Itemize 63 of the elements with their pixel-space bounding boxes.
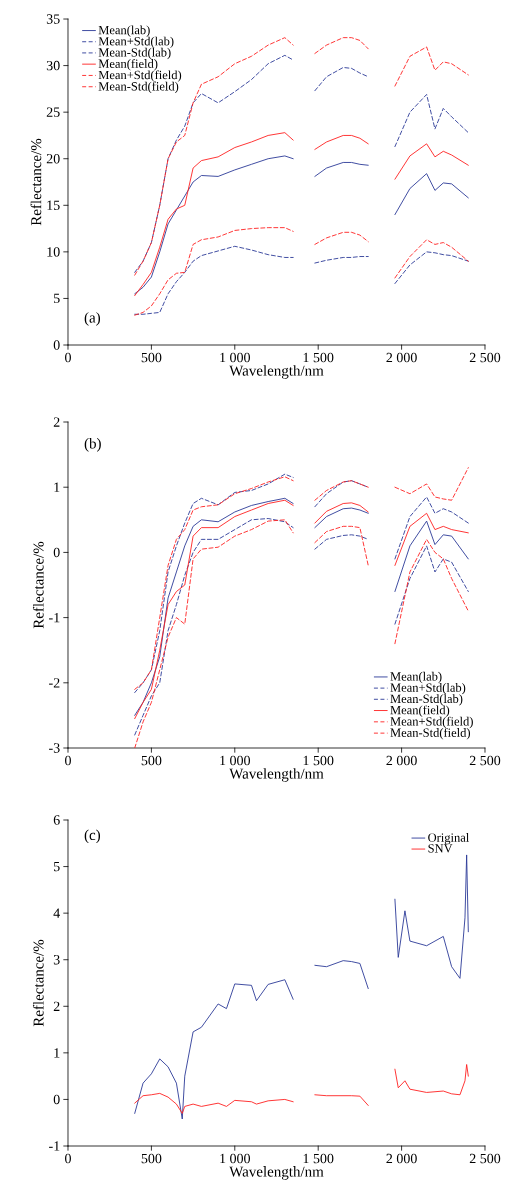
annotation: (a)	[84, 312, 101, 326]
x-tick-label: 0	[65, 755, 71, 766]
x-tick-label: 1 000	[220, 352, 250, 363]
y-tick-label: 5	[54, 861, 60, 872]
legend-label: SNV	[428, 844, 453, 853]
annotation: (c)	[84, 829, 101, 844]
legend-label: Mean+Std(lab)	[390, 683, 466, 695]
annotation: (b)	[84, 438, 101, 452]
x-tick-label: 1 500	[303, 1153, 334, 1164]
y-tick-label: 0	[53, 547, 60, 558]
x-tick-label: 0	[65, 1153, 71, 1164]
y-tick-label: 3	[53, 955, 60, 965]
legend-label: Mean+Std(field)	[390, 716, 473, 729]
x-tick-label: 500	[141, 352, 162, 363]
x-tick-label: 2 500	[469, 1153, 501, 1164]
legend-label: Mean+Std(field)	[98, 70, 182, 82]
x-tick-label: 2 500	[469, 755, 501, 766]
x-tick-label: 1 000	[220, 1153, 251, 1164]
y-tick-label: 4	[53, 908, 60, 918]
x-tick-label: 1 000	[220, 755, 251, 766]
x-tick-label: 2 000	[386, 1153, 417, 1164]
y-axis-title: Reflectance/%	[32, 939, 44, 1027]
y-axis-title: Reflectance/%	[32, 541, 44, 629]
y-tick-label: 25	[46, 107, 60, 117]
x-axis-title: Wavelength/nm	[229, 365, 324, 379]
legend-label: Mean(lab)	[390, 671, 442, 684]
y-tick-label: 15	[47, 200, 60, 210]
y-tick-label: -3	[49, 743, 60, 753]
y-tick-label: 35	[46, 14, 60, 24]
y-tick-label: 1	[54, 1048, 60, 1058]
y-tick-label: 2	[53, 1001, 60, 1011]
y-tick-label: 0	[53, 1094, 60, 1105]
x-tick-label: 500	[141, 755, 162, 766]
legend-label: Mean+Std(lab)	[98, 36, 174, 48]
legend-label: Mean-Std(field)	[98, 81, 179, 94]
y-tick-label: 10	[47, 247, 60, 257]
y-tick-label: -2	[49, 678, 60, 688]
y-tick-label: 30	[46, 60, 60, 71]
legend-label: Mean-Std(lab)	[390, 694, 463, 706]
y-tick-label: 0	[53, 340, 60, 350]
legend-label: Original	[428, 832, 470, 845]
x-tick-label: 2 500	[469, 352, 501, 363]
legend-label: Mean(field)	[390, 705, 450, 717]
legend-label: Mean-Std(lab)	[98, 47, 171, 60]
x-tick-label: 0	[65, 352, 71, 363]
y-tick-label: 20	[46, 154, 60, 164]
y-tick-label: 6	[53, 815, 60, 825]
y-tick-label: 5	[54, 293, 60, 304]
x-tick-label: 1 500	[303, 755, 334, 766]
x-axis-title: Wavelength/nm	[229, 1166, 324, 1180]
legend-label: Mean(field)	[98, 59, 158, 71]
y-tick-label: -1	[49, 612, 60, 623]
y-axis-title: Reflectance/%	[30, 138, 42, 226]
x-tick-label: 1 500	[303, 352, 334, 363]
y-tick-label: 1	[54, 482, 60, 492]
y-tick-label: -1	[49, 1141, 60, 1151]
y-tick-label: 2	[53, 417, 60, 427]
x-axis-title: Wavelength/nm	[229, 768, 324, 782]
legend-label: Mean(lab)	[98, 25, 150, 37]
x-tick-label: 2 000	[386, 755, 417, 766]
x-tick-label: 2 000	[386, 352, 417, 363]
x-tick-label: 500	[141, 1153, 162, 1164]
legend-label: Mean-Std(field)	[390, 727, 471, 740]
